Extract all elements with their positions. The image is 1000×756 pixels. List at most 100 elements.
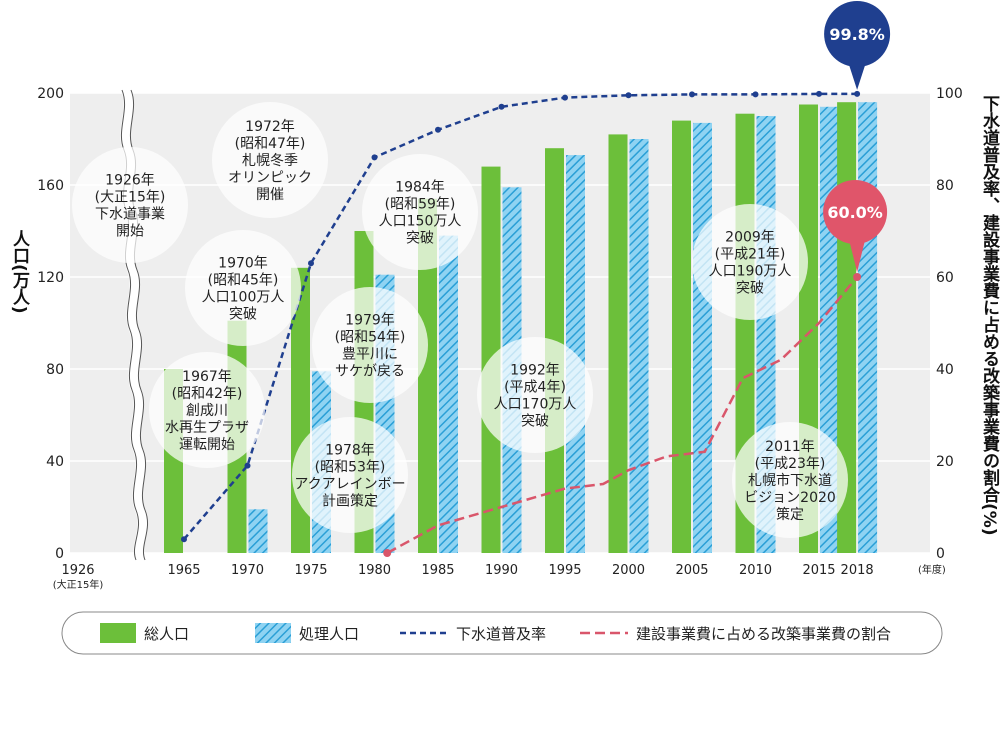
annotation-text: 突破 (521, 414, 549, 430)
annotation-text: 1970年 (218, 256, 268, 272)
annotation-text: 2011年 (765, 439, 815, 455)
right-tick-label: 60 (936, 270, 954, 286)
x-axis-unit: (年度) (918, 563, 946, 576)
bar-treated-population (858, 102, 878, 553)
annotation-circle (149, 352, 265, 468)
annotation-text: (昭和59年) (385, 197, 456, 213)
legend-label: 処理人口 (299, 625, 359, 643)
line-renovation-ratio (386, 276, 859, 555)
x-tick-label: 1980 (358, 563, 391, 578)
annotation-text: 1992年 (510, 363, 560, 379)
annotation-text: 豊平川に (342, 347, 398, 363)
legend-item: 建設事業費に占める改築事業費の割合 (580, 625, 891, 643)
annotation-text: 札幌冬季 (242, 153, 298, 169)
annotation-circle (362, 154, 478, 270)
annotation-text: 開催 (256, 187, 284, 203)
legend-label: 総人口 (144, 625, 189, 643)
annotation-circle (292, 417, 408, 533)
annotation-text: (昭和42年) (172, 386, 243, 402)
x-tick-label: 2018 (841, 563, 874, 578)
bar-treated-population (439, 235, 458, 553)
legend-label: 建設事業費に占める改築事業費の割合 (636, 625, 891, 643)
annotation-circle (72, 147, 188, 263)
annotation-circle (312, 287, 428, 403)
annotation-text: 1972年 (245, 119, 295, 135)
point-sewer-coverage (752, 91, 759, 98)
y-axis-title-right: 下水道普及率、建設事業費に占める改築事業費の割合(%) (979, 95, 999, 536)
legend-swatch (100, 623, 136, 643)
bar-total-population (672, 120, 691, 553)
annotation-text: オリンピック (228, 170, 312, 186)
left-tick-label: 160 (37, 178, 64, 194)
x-tick-label: 1970 (231, 563, 264, 578)
x-tick-label: 1990 (485, 563, 518, 578)
annotation-text: 創成川 (186, 403, 228, 419)
right-tick-label: 40 (936, 362, 954, 378)
annotation-text: アクアレインボー (294, 477, 405, 493)
annotation-text: 突破 (406, 231, 434, 247)
highlight-pointer (848, 62, 867, 90)
point-sewer-coverage (498, 103, 505, 110)
annotation-text: 水再生プラザ (165, 420, 249, 436)
annotation-text: 札幌市下水道 (748, 472, 832, 489)
legend-item: 処理人口 (255, 623, 359, 643)
point-sewer-coverage (244, 462, 251, 469)
annotation-circle (692, 204, 808, 320)
bar-total-population (418, 198, 437, 554)
annotation-text: 策定 (776, 506, 804, 523)
highlight-circle (824, 1, 891, 67)
bar-treated-population (693, 122, 712, 554)
highlight-sewer-coverage: 99.8% (824, 1, 891, 90)
bar-treated-population (248, 509, 268, 553)
annotation-text: (昭和47年) (235, 136, 306, 152)
legend-swatch (255, 623, 291, 643)
point-sewer-coverage (308, 260, 314, 267)
x-tick-sublabel: (大正15年) (53, 578, 104, 591)
right-tick-label: 80 (936, 178, 954, 194)
annotation-text: 1978年 (325, 443, 375, 459)
annotation-text: 1979年 (345, 313, 395, 329)
annotation-text: 突破 (229, 307, 257, 323)
left-tick-label: 200 (37, 86, 64, 102)
bar-treated-population (629, 139, 649, 553)
left-tick-label: 0 (55, 546, 64, 562)
point-sewer-coverage (689, 91, 695, 98)
point-renovation-ratio (383, 549, 392, 557)
annotation-text: 1967年 (182, 369, 232, 385)
annotation-text: (平成4年) (504, 380, 566, 396)
annotation-circle (185, 230, 301, 346)
annotation-text: 人口150万人 (379, 214, 462, 230)
highlight-renovation-ratio: 60.0% (823, 180, 888, 272)
x-tick-label: 1975 (294, 563, 327, 578)
legend-item: 下水道普及率 (400, 625, 546, 643)
x-tick-label: 1926 (61, 563, 94, 578)
legend-label: 下水道普及率 (456, 625, 546, 643)
highlight-label: 60.0% (827, 203, 883, 222)
legend-item: 総人口 (100, 623, 189, 643)
highlight-label: 99.8% (829, 25, 885, 44)
annotation-text: 2009年 (725, 230, 775, 246)
annotation-circle (732, 422, 848, 538)
right-tick-label: 20 (936, 454, 954, 470)
annotation-text: 開始 (116, 224, 144, 240)
annotation-text: (平成21年) (715, 247, 786, 263)
point-sewer-coverage (625, 92, 632, 99)
annotation-text: サケが戻る (335, 364, 405, 380)
x-tick-label: 1985 (421, 563, 454, 578)
right-tick-label: 0 (936, 546, 945, 562)
annotation-text: 突破 (736, 281, 764, 297)
annotation-text: ビジョン2020 (744, 490, 836, 506)
point-sewer-coverage (435, 126, 441, 133)
point-renovation-ratio (853, 273, 862, 281)
annotation-text: 人口100万人 (202, 290, 285, 306)
annotation-text: 運転開始 (179, 437, 235, 453)
